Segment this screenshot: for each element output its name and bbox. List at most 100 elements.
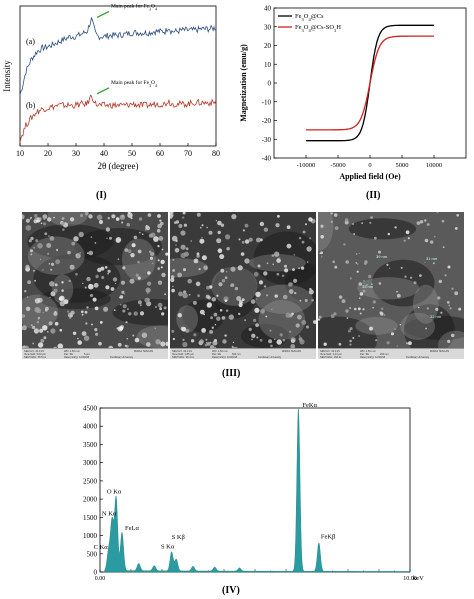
sem-particle <box>353 307 357 311</box>
sem-particle <box>219 254 225 260</box>
sem-particle <box>196 254 200 258</box>
sem-dark-region <box>348 218 417 240</box>
sem-particle <box>447 339 451 343</box>
sem-particle <box>284 268 289 273</box>
sem-dark-region <box>371 259 435 307</box>
sem-particle <box>88 283 94 290</box>
sem-particle <box>94 242 97 244</box>
sem-bright-region <box>412 284 439 324</box>
sem-particle <box>139 311 145 316</box>
sem-bar-text: SEM MAG: 150 kx <box>320 356 342 359</box>
sem-particle <box>254 307 260 313</box>
sem-particle <box>257 264 261 268</box>
x-axis-label: 2θ (degree) <box>97 161 138 171</box>
text-span: Fe <box>295 13 302 20</box>
sem-particle <box>405 230 410 235</box>
sem-particle <box>175 244 177 246</box>
sem-particle <box>34 217 38 221</box>
sem-particle <box>39 328 44 333</box>
sem-particle <box>319 252 321 255</box>
sem-particle <box>373 236 377 240</box>
sem-particle <box>53 288 58 293</box>
sem-particle <box>274 338 276 340</box>
x-tick-label: 60 <box>156 149 164 158</box>
sem-particle <box>137 249 142 254</box>
sem-particle <box>270 344 273 348</box>
sem-dark-region <box>74 228 162 266</box>
text-span: O <box>151 80 155 86</box>
sem-particle <box>424 238 429 243</box>
sem-particle <box>77 340 82 345</box>
sem-particle <box>454 291 459 296</box>
sem-particle <box>366 284 368 286</box>
xrd-annotation: Main peak for Fe3O4 <box>111 79 157 88</box>
sem-particle <box>72 331 77 335</box>
sem-particle <box>154 327 156 329</box>
y-axis-label: Magnetization (emu/g) <box>239 44 248 122</box>
sem-dark-region <box>403 304 455 356</box>
sem-particle <box>212 340 218 346</box>
sem-bright-region <box>400 312 436 340</box>
sem-texture-3 <box>318 212 464 359</box>
sem-micrograph-2: SEM HV: 30.0 kV WD: 4.50 mm MIRA3 TESCAN… <box>170 212 316 359</box>
sem-bar-text: SEM HV: 30.0 kV <box>320 350 341 353</box>
sem-particle <box>40 338 45 343</box>
sem-particle <box>159 219 162 222</box>
sem-annotation: 35 nm <box>362 284 374 289</box>
sem-particle <box>69 317 71 319</box>
sem-bar-text: Kurdistan University <box>406 356 430 359</box>
plot-frame <box>19 5 217 147</box>
sem-particle <box>221 279 226 283</box>
sem-bright-region <box>170 258 209 278</box>
sem-particle <box>253 318 257 322</box>
panel-label-ii: (II) <box>366 190 381 201</box>
sem-particle <box>50 328 56 334</box>
sem-particle <box>42 325 48 331</box>
sem-particle <box>244 319 247 322</box>
sem-bright-region <box>211 266 258 306</box>
sem-particle <box>334 265 338 269</box>
text-span: H <box>336 24 341 31</box>
sem-particle <box>298 337 303 341</box>
sem-particle <box>289 330 292 333</box>
y-tick-label: 4500 <box>83 405 98 413</box>
sem-particle <box>97 267 102 273</box>
sem-particle <box>119 214 126 220</box>
sem-particle <box>183 223 187 227</box>
sem-particle <box>141 233 144 235</box>
sem-info-bar-3: SEM HV: 30.0 kV WD: 4.50 mm MIRA3 TESCAN… <box>318 348 464 359</box>
sem-particle <box>320 224 324 228</box>
sem-particle <box>261 281 263 284</box>
sem-particle <box>198 268 201 271</box>
x-axis-label: Applied field (Oe) <box>339 172 401 181</box>
sem-particle <box>128 312 132 316</box>
sem-particle <box>43 222 47 226</box>
sem-particle <box>75 272 78 276</box>
sem-particle <box>77 337 79 340</box>
sem-bar-text: Det: SE <box>360 353 369 356</box>
sem-particle <box>80 214 83 218</box>
sem-particle <box>220 223 225 227</box>
sem-particle <box>78 231 84 238</box>
sem-particle <box>175 239 178 243</box>
sem-particle <box>349 327 353 331</box>
sem-particle <box>37 342 44 348</box>
sem-particle <box>361 222 363 224</box>
sem-particle <box>224 276 228 279</box>
sem-bar-text: View field: 1.85 μm <box>172 353 194 356</box>
sem-particle <box>27 280 31 285</box>
edx-peak-label: FeKα <box>302 402 317 409</box>
sem-particle <box>144 297 150 303</box>
sem-particle <box>178 291 183 297</box>
sem-particle <box>444 274 447 277</box>
sem-particle <box>107 217 110 220</box>
sem-particle <box>413 281 417 285</box>
sem-particle <box>170 277 175 283</box>
sem-particle <box>127 212 133 218</box>
sem-particle <box>396 345 399 347</box>
sem-particle <box>129 278 135 284</box>
sem-particle <box>288 289 294 294</box>
y-tick-label: 500 <box>87 550 98 558</box>
text-span: 3 <box>149 82 151 87</box>
sem-particle <box>61 217 65 220</box>
